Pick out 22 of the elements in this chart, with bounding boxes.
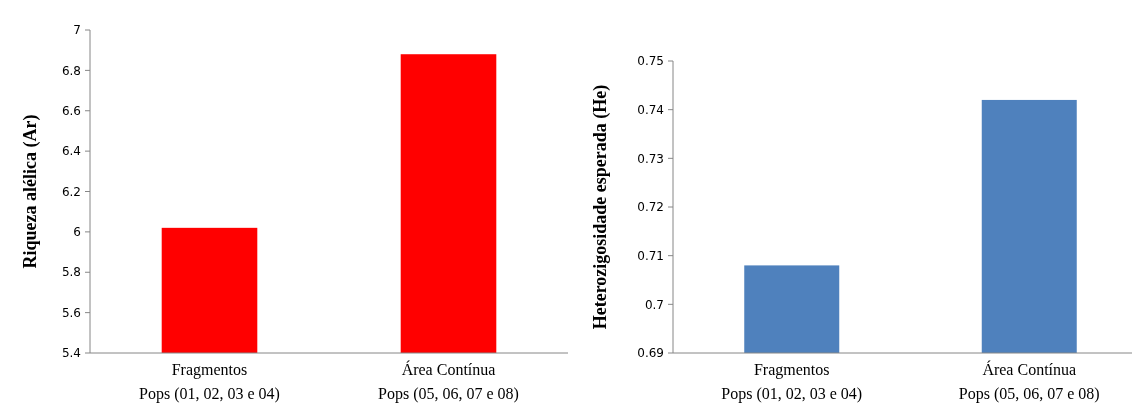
- y-tick-label: 0.71: [637, 248, 664, 263]
- x-tick-label: Área Contínua Pops (05, 06, 07 e 08): [958, 360, 1100, 403]
- x-tick-label: Fragmentos Pops (01, 02, 03 e 04): [139, 361, 280, 403]
- x-tick-label: Área Contínua Pops (05, 06, 07 e 08): [378, 360, 519, 403]
- y-tick-label: 5.8: [61, 265, 81, 280]
- y-tick-label: 6: [73, 225, 81, 240]
- y-tick-label: 0.75: [637, 54, 664, 69]
- y-tick-label: 6.2: [61, 184, 81, 199]
- y-tick-label: 0.72: [637, 200, 664, 215]
- y-tick-label: 0.73: [637, 151, 664, 166]
- y-axis-title: Heterozigosidade esperada (He): [590, 84, 611, 330]
- y-tick-label: 6.6: [61, 103, 81, 118]
- x-tick-label: Fragmentos Pops (01, 02, 03 e 04): [721, 361, 863, 403]
- y-tick-label: 0.69: [637, 346, 664, 361]
- y-tick-label: 5.6: [61, 305, 81, 320]
- y-tick-label: 0.74: [637, 102, 664, 117]
- y-tick-label: 7: [73, 23, 81, 38]
- y-axis-title: Riqueza alélica (Ar): [20, 114, 41, 269]
- y-tick-label: 0.7: [644, 297, 664, 312]
- y-tick-label: 6.8: [61, 63, 81, 78]
- y-tick-label: 5.4: [61, 346, 81, 361]
- y-tick-label: 6.4: [61, 144, 81, 159]
